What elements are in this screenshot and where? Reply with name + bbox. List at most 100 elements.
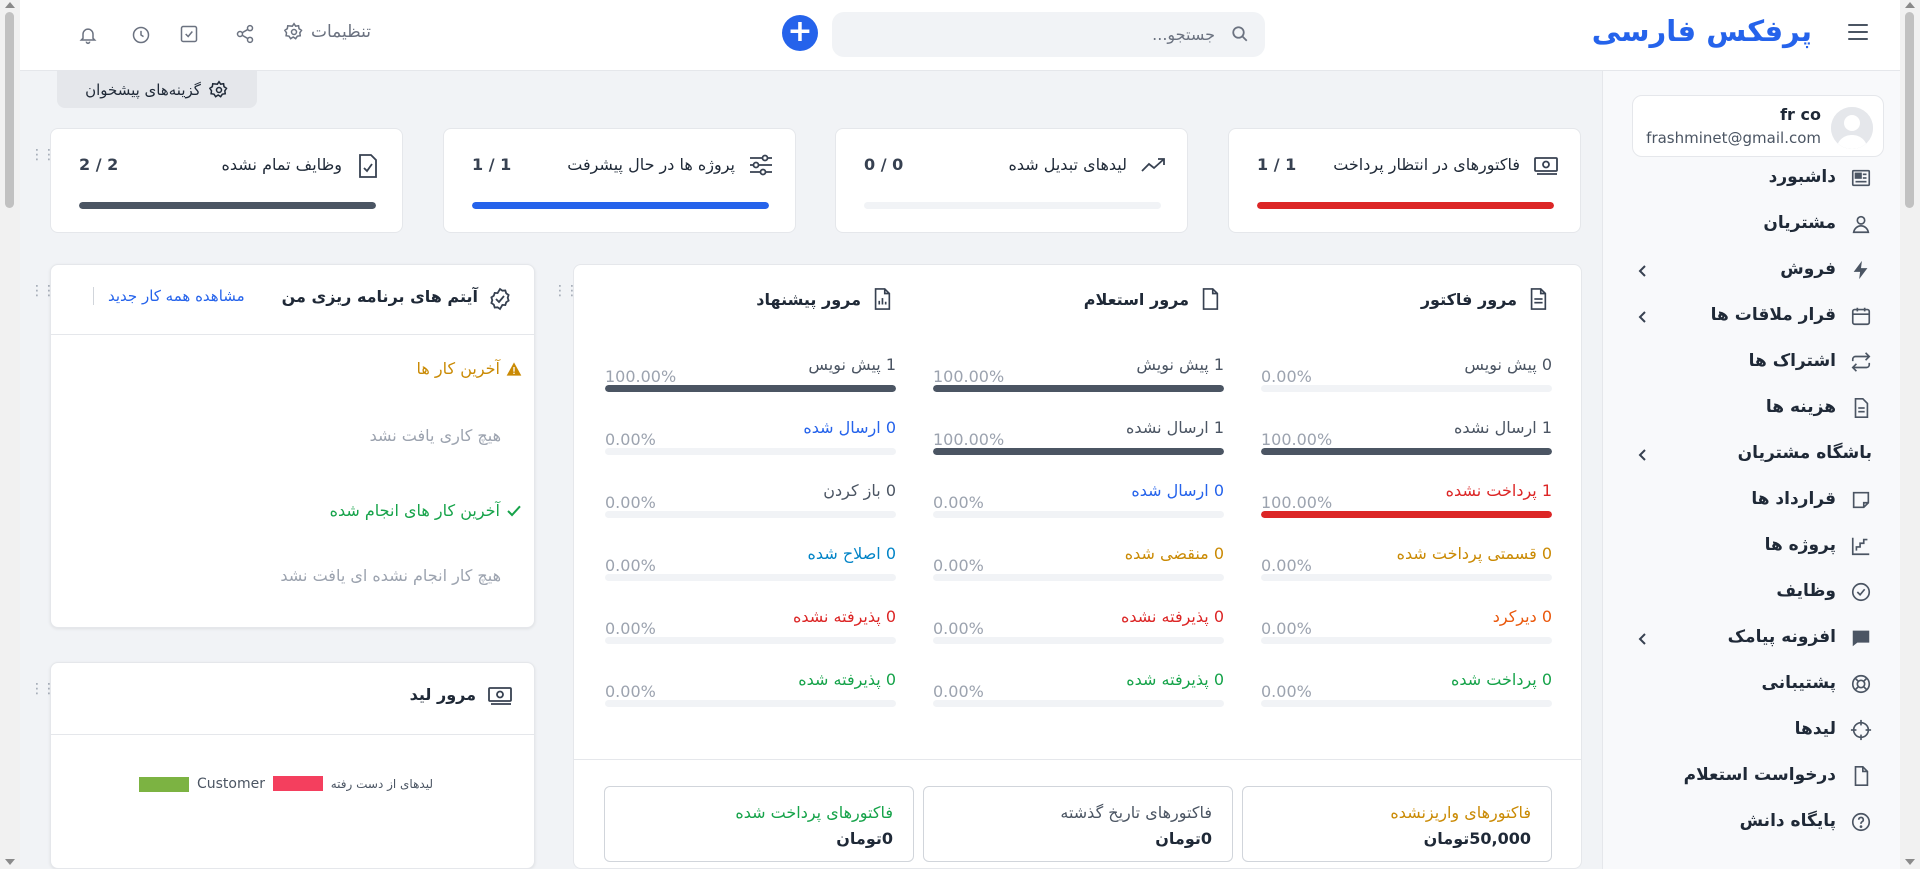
drag-handle-icon[interactable]: ⋮⋮ (30, 681, 56, 697)
sidebar-item-customer-club[interactable]: باشگاه مشتریان (1602, 435, 1900, 473)
row-progress-bar (1261, 637, 1552, 644)
search-input[interactable] (875, 12, 1215, 57)
sidebar-item-label: اشتراک ها (1748, 351, 1836, 371)
progress-row[interactable]: 0 پذیرفته شده 0.00% (605, 670, 896, 715)
row-percent: 0.00% (1261, 556, 1312, 575)
dashboard-options-button[interactable]: گزینه‌های پیشخوان (57, 71, 257, 108)
sidebar-item-label: هزینه ها (1765, 397, 1836, 417)
search-icon (1231, 25, 1249, 43)
scroll-up-arrow-icon[interactable] (5, 2, 15, 8)
progress-row[interactable]: 1 ارسال نشده 100.00% (1261, 418, 1552, 463)
progress-row[interactable]: 1 پرداخت نشده 100.00% (1261, 481, 1552, 526)
progress-row[interactable]: 0 اصلاح شده 0.00% (605, 544, 896, 589)
progress-row[interactable]: 0 باز کردن 0.00% (605, 481, 896, 526)
sidebar-item-projects[interactable]: پروژه ها (1602, 527, 1900, 565)
sidebar-item-sales[interactable]: فروش (1602, 251, 1900, 289)
task-check-icon[interactable] (179, 24, 199, 44)
user-profile-card[interactable]: fr co frashminet@gmail.com (1632, 95, 1884, 157)
sidebar-item-contracts[interactable]: قرارداد ها (1602, 481, 1900, 519)
latest-tasks-title: آخرین کار ها (416, 359, 501, 378)
drag-handle-icon[interactable]: ⋮⋮ (30, 147, 56, 163)
legend-item-customer[interactable]: Customer (138, 776, 265, 792)
planner-widget: آیتم های برنامه ریزی من مشاهده همه کار ج… (50, 264, 535, 628)
bell-icon[interactable] (78, 25, 98, 45)
scroll-down-arrow-icon[interactable] (5, 859, 15, 865)
stat-card-unfinished-tasks[interactable]: وظایف تمام نشده 2 / 2 (50, 128, 403, 233)
sidebar-item-label: افزونه پیامک (1727, 627, 1836, 647)
progress-row[interactable]: 0 دیرکرد 0.00% (1261, 607, 1552, 652)
sidebar-item-subscriptions[interactable]: اشتراک ها (1602, 343, 1900, 381)
row-percent: 0.00% (933, 682, 984, 701)
sidebar-item-knowledge-base[interactable]: پایگاه دانش (1602, 803, 1900, 841)
sidebar-item-sms-addon[interactable]: افزونه پیامک (1602, 619, 1900, 657)
search-box[interactable] (832, 12, 1265, 57)
stat-progress-bar (79, 202, 376, 209)
progress-row[interactable]: 0 پذیرفته نشده 0.00% (933, 607, 1224, 652)
row-label: 0 پرداخت شده (1451, 670, 1552, 689)
summary-label: فاکتورهای پرداخت شده (735, 803, 893, 822)
trending-up-icon (1139, 153, 1167, 177)
brand-logo-text[interactable]: پرفکس فارسی (1591, 14, 1812, 48)
row-progress-bar (605, 385, 896, 392)
progress-row[interactable]: 1 ارسال نشده 100.00% (933, 418, 1224, 463)
chevron-left-icon[interactable] (1637, 264, 1647, 278)
stat-progress-fill (1257, 202, 1554, 209)
progress-row[interactable]: 0 پذیرفته شده 0.00% (933, 670, 1224, 715)
progress-row[interactable]: 0 ارسال شده 0.00% (605, 418, 896, 463)
progress-row[interactable]: 0 پرداخت شده 0.00% (1261, 670, 1552, 715)
sidebar-item-expenses[interactable]: هزینه ها (1602, 389, 1900, 427)
progress-row[interactable]: 0 ارسال شده 0.00% (933, 481, 1224, 526)
sidebar-item-dashboard[interactable]: داشبورد (1602, 159, 1900, 197)
view-all-tasks-link[interactable]: مشاهده همه کار جدید (93, 287, 245, 305)
avatar (1831, 107, 1873, 149)
drag-handle-icon[interactable]: ⋮⋮ (30, 283, 56, 299)
stat-card-pending-invoices[interactable]: فاکتورهای در انتظار پرداخت 1 / 1 (1228, 128, 1581, 233)
scroll-down-arrow-icon[interactable] (1905, 859, 1915, 865)
stat-card-projects-in-progress[interactable]: پروژه ها در حال پیشرفت 1 / 1 (443, 128, 796, 233)
sidebar-item-leads[interactable]: لیدها (1602, 711, 1900, 749)
sidebar-item-label: پایگاه دانش (1739, 811, 1836, 831)
row-percent: 100.00% (605, 367, 677, 386)
stat-card-converted-leads[interactable]: لیدهای تبدیل شده 0 / 0 (835, 128, 1188, 233)
progress-row[interactable]: 0 پذیرفته نشده 0.00% (605, 607, 896, 652)
summary-card-overdue-invoices[interactable]: فاکتورهای تاریخ گذشته 0تومان (923, 786, 1233, 862)
column-title: مرور فاکتور (1420, 289, 1517, 309)
summary-card-unpaid-invoices[interactable]: فاکتورهای واریزنشده 50,000تومان (1242, 786, 1552, 862)
summary-card-paid-invoices[interactable]: فاکتورهای پرداخت شده 0تومان (604, 786, 914, 862)
row-percent: 0.00% (1261, 619, 1312, 638)
progress-row[interactable]: 1 پیش نویس 100.00% (605, 355, 896, 400)
latest-tasks-heading: آخرین کار ها (417, 359, 523, 378)
row-label: 0 ارسال شده (1131, 481, 1224, 500)
gear-icon (284, 22, 304, 42)
sidebar-item-appointments[interactable]: قرار ملاقات ها (1602, 297, 1900, 335)
chevron-left-icon[interactable] (1637, 310, 1647, 324)
drag-handle-icon[interactable]: ⋮⋮ (553, 283, 579, 299)
chevron-left-icon[interactable] (1637, 632, 1647, 646)
clock-icon[interactable] (131, 25, 151, 45)
hamburger-menu-icon[interactable] (1848, 24, 1868, 45)
legend-item-lost-leads[interactable]: لیدهای از دست رفته (272, 776, 433, 791)
sidebar-item-tasks[interactable]: وظایف (1602, 573, 1900, 611)
right-scrollbar[interactable] (1900, 0, 1920, 869)
share-icon[interactable] (235, 24, 255, 44)
settings-label: تنظیمات (311, 22, 371, 42)
sidebar-item-inquiry-request[interactable]: درخواست استعلام (1602, 757, 1900, 795)
lead-overview-widget: مرور لید لیدهای از دست رفته Customer (50, 662, 535, 869)
lead-overview-header: مرور لید (51, 663, 534, 735)
add-new-button[interactable]: + (782, 15, 818, 51)
progress-row[interactable]: 0 قسمتی پرداخت شده 0.00% (1261, 544, 1552, 589)
scrollbar-thumb[interactable] (1905, 12, 1914, 208)
progress-row[interactable]: 0 منقضی شده 0.00% (933, 544, 1224, 589)
sidebar-item-support[interactable]: پشتیبانی (1602, 665, 1900, 703)
repeat-icon (1850, 351, 1872, 373)
sidebar-item-customers[interactable]: مشتریان (1602, 205, 1900, 243)
left-scrollbar[interactable] (0, 0, 20, 869)
progress-row[interactable]: 0 پیش نویس 0.00% (1261, 355, 1552, 400)
chevron-left-icon[interactable] (1637, 448, 1647, 462)
settings-link[interactable]: تنظیمات (284, 22, 371, 42)
scrollbar-thumb[interactable] (5, 12, 14, 208)
scroll-up-arrow-icon[interactable] (1905, 2, 1915, 8)
summary-label: فاکتورهای تاریخ گذشته (1060, 803, 1212, 822)
progress-row[interactable]: 1 پیش نویش 100.00% (933, 355, 1224, 400)
row-progress-fill (933, 385, 1224, 392)
